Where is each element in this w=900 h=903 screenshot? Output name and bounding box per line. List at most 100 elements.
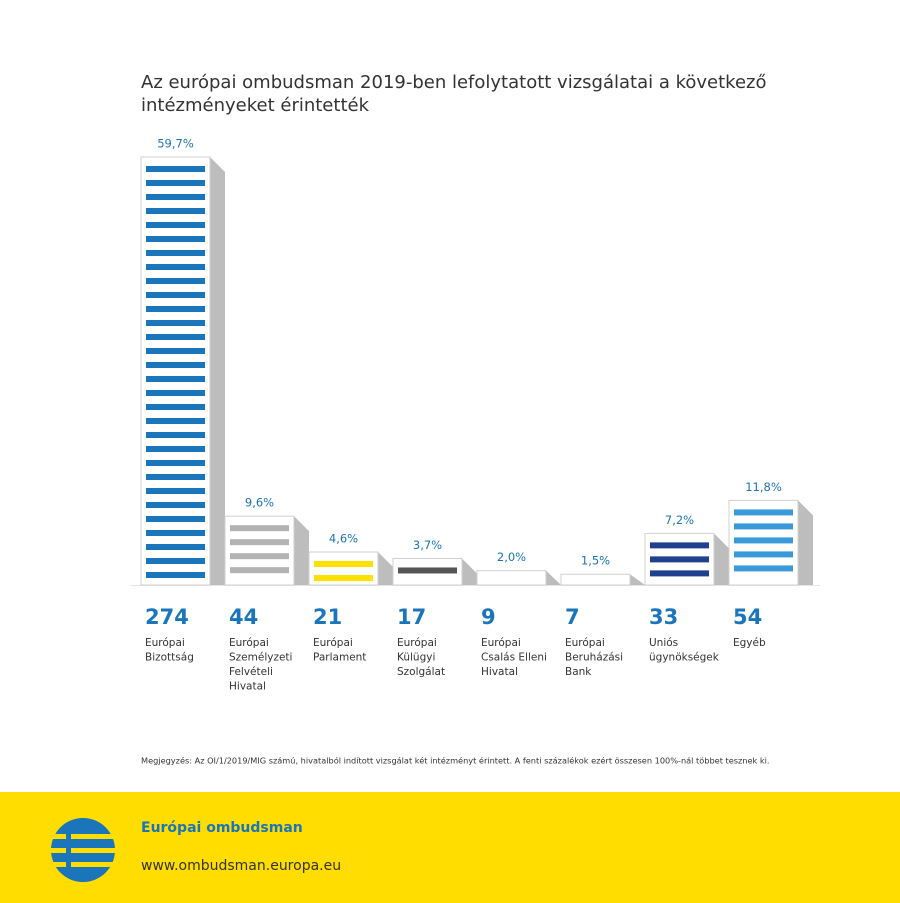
category-label: Bizottság <box>145 652 194 664</box>
bar-stripe <box>734 551 793 558</box>
category-label: Európai <box>481 637 521 649</box>
bar-stripe <box>146 488 205 494</box>
bar-body <box>476 570 547 586</box>
bar-stripe <box>146 446 205 452</box>
bar-stripe <box>734 565 793 572</box>
category-label: Szolgálat <box>397 666 445 678</box>
note: Megjegyzés: Az OI/1/2019/MIG számú, hiva… <box>141 756 770 766</box>
value-label: 2,0% <box>497 550 526 564</box>
bar-stripe <box>734 509 793 516</box>
bar-stripe <box>146 558 205 564</box>
bar-stripe <box>146 474 205 480</box>
count-label: 7 <box>565 605 580 629</box>
bar-stripe <box>146 502 205 508</box>
bar-stripe <box>398 567 457 574</box>
bar-stripe <box>146 362 205 368</box>
count-label: 33 <box>649 605 678 629</box>
bar <box>392 557 477 586</box>
bar-shadow <box>378 552 393 585</box>
bar-body <box>140 156 211 586</box>
bar-stripe <box>146 544 205 550</box>
bar-stripe <box>146 320 205 326</box>
bar-shadow <box>714 533 729 585</box>
category-label: Hivatal <box>229 681 266 693</box>
bar-stripe <box>650 542 709 549</box>
bar-stripe <box>650 556 709 563</box>
bar-stripe <box>146 236 205 242</box>
category-label: ügynökségek <box>649 652 720 664</box>
bar <box>308 551 393 586</box>
value-label: 59,7% <box>157 137 194 151</box>
bar-shadow <box>462 558 477 585</box>
value-label: 11,8% <box>745 480 782 494</box>
title-line: Az európai ombudsman 2019-ben lefolytato… <box>141 72 766 93</box>
bar-stripe <box>230 525 289 532</box>
value-label: 3,7% <box>413 538 442 552</box>
bar-shadow <box>546 570 561 585</box>
bar-shadow <box>798 500 813 585</box>
category-label: Európai <box>145 637 185 649</box>
bar-stripe <box>314 575 373 582</box>
category-label: Csalás Elleni <box>481 652 547 664</box>
bar-stripe <box>146 292 205 298</box>
count-label: 17 <box>397 605 426 629</box>
bar-body <box>560 573 631 586</box>
bar <box>728 499 813 586</box>
bar <box>644 532 729 586</box>
bar-stripe <box>146 250 205 256</box>
bar-stripe <box>314 561 373 568</box>
count-label: 21 <box>313 605 342 629</box>
category-label: Beruházási <box>565 652 623 664</box>
bar-stripe <box>146 460 205 466</box>
bar-stripe <box>146 222 205 228</box>
bar-stripe <box>146 278 205 284</box>
value-label: 1,5% <box>581 554 610 568</box>
category-label: Európai <box>229 637 269 649</box>
bar-stripe <box>146 390 205 396</box>
bar-stripe <box>230 567 289 574</box>
value-label: 4,6% <box>329 532 358 546</box>
bar-shadow <box>210 157 225 585</box>
bar-shadow <box>630 574 645 585</box>
bar-stripe <box>734 523 793 530</box>
category-label: Bank <box>565 666 592 678</box>
bar-stripe <box>734 537 793 544</box>
value-label: 7,2% <box>665 513 694 527</box>
category-label: Hivatal <box>481 666 518 678</box>
bar-stripe <box>146 194 205 200</box>
bar <box>476 570 561 586</box>
bar-stripe <box>146 376 205 382</box>
bar <box>224 515 309 586</box>
category-label: Felvételi <box>229 666 273 678</box>
bar-stripe <box>146 166 205 172</box>
value-label: 9,6% <box>245 496 274 510</box>
bar-stripe <box>146 418 205 424</box>
category-label: Európai <box>313 637 353 649</box>
category-label: Európai <box>565 637 605 649</box>
count-label: 274 <box>145 605 189 629</box>
bar-stripe <box>146 530 205 536</box>
category-label: Európai <box>397 637 437 649</box>
category-label: Külügyi <box>397 652 435 664</box>
bar-stripe <box>146 306 205 312</box>
footer-name: Európai ombudsman <box>141 820 303 836</box>
bar-stripe <box>146 334 205 340</box>
footer-url: www.ombudsman.europa.eu <box>141 858 341 874</box>
bar-stripe <box>230 539 289 546</box>
bar-stripe <box>146 180 205 186</box>
logo <box>51 818 115 882</box>
bar-stripe <box>146 572 205 578</box>
bar-stripe <box>146 516 205 522</box>
title-line: intézményeket érintették <box>141 95 370 116</box>
bar-stripe <box>146 264 205 270</box>
count-label: 9 <box>481 605 496 629</box>
bar-stripe <box>146 208 205 214</box>
category-label: Parlament <box>313 652 366 664</box>
category-label: Uniós <box>649 637 678 649</box>
bar <box>560 573 645 586</box>
footer-band <box>0 792 900 903</box>
bar-stripe <box>146 404 205 410</box>
bar <box>140 156 225 586</box>
